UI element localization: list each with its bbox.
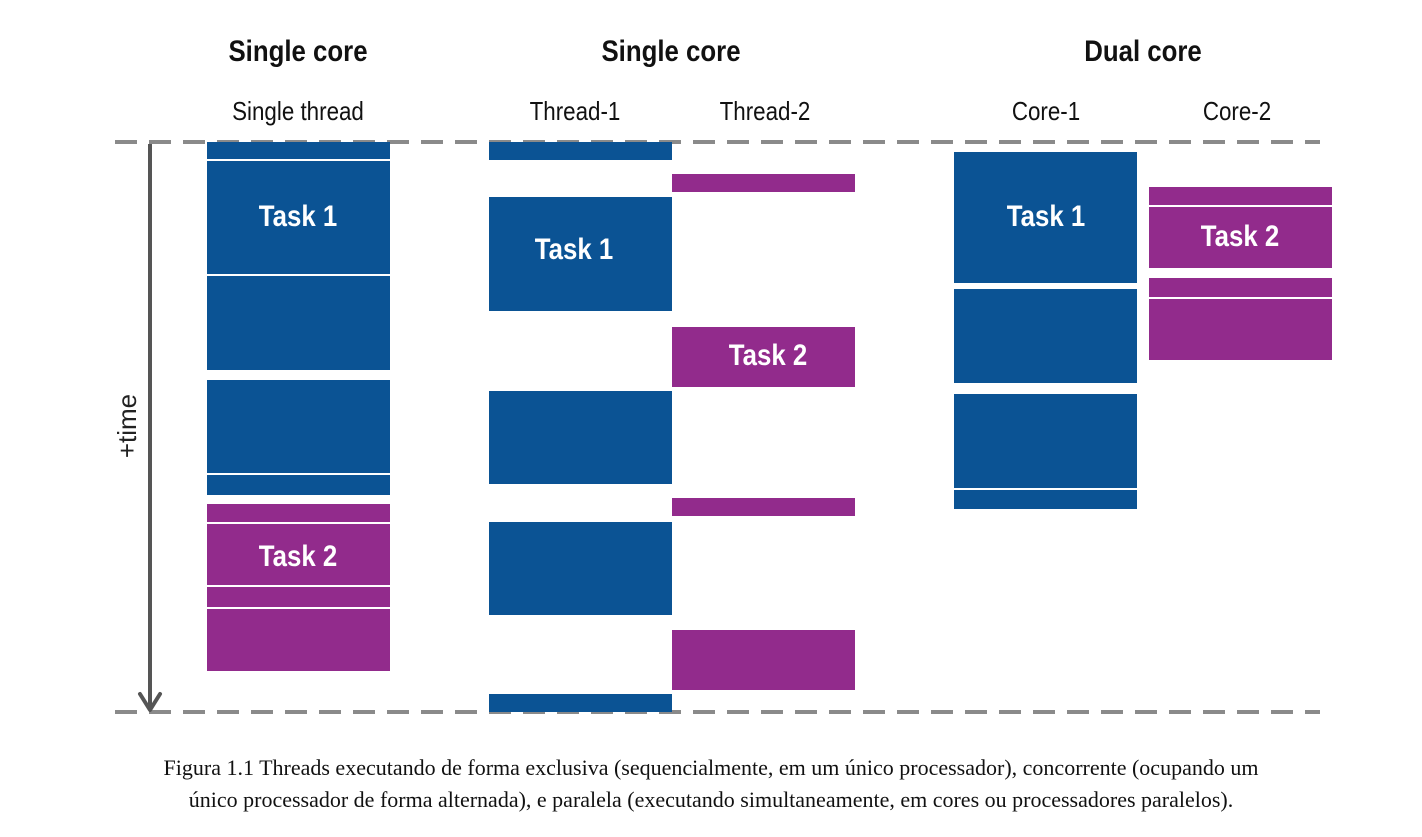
- thread2-task2-slice: [672, 174, 855, 192]
- thread1-task1-label: Task 1: [535, 232, 613, 265]
- column-heading-single-core-2: Single core: [601, 35, 741, 68]
- single-thread-task1-block: [207, 380, 390, 495]
- core1-task1-gap: [954, 385, 1137, 394]
- thread1-task1-slice: [489, 694, 672, 712]
- core1-task1-label: Task 1: [1007, 199, 1085, 232]
- single-thread-task1-slice-divider: [207, 159, 390, 161]
- subheading-single-thread: Single thread: [232, 96, 364, 126]
- caption-line-2: único processador de forma alternada), e…: [188, 787, 1234, 812]
- subheading-core-1: Core-1: [1011, 96, 1081, 126]
- single-thread-task2-block: [207, 504, 390, 671]
- figure-caption: Figura 1.1 Threads executando de forma e…: [0, 752, 1422, 816]
- core2-task2-gap: [1149, 268, 1332, 278]
- caption-line-1: Figura 1.1 Threads executando de forma e…: [163, 755, 1259, 780]
- core1-task1-block: [954, 152, 1137, 509]
- core1-task1-gap: [954, 285, 1137, 289]
- single-thread-task1-label: Task 1: [259, 199, 337, 232]
- thread2-task2-slice: [672, 498, 855, 516]
- thread1-task1-slice: [489, 391, 672, 484]
- single-thread-task2-slice-divider: [207, 522, 390, 524]
- single-thread-task1-slice-divider: [207, 473, 390, 475]
- thread2-task2-label: Task 2: [729, 338, 807, 371]
- thread1-task1-slice: [489, 522, 672, 615]
- diagram-canvas: +time Task 1 Task 2 Task 1 Task 2 Task 1 Task …: [112, 140, 1332, 714]
- thread1-task1-slice: [489, 142, 672, 160]
- core2-task2-label: Task 2: [1201, 219, 1279, 252]
- thread2-task2-slice: [672, 327, 855, 387]
- core1-task1-slice-divider: [954, 383, 1137, 385]
- column-heading-single-core-1: Single core: [228, 35, 368, 68]
- subheading-thread-1: Thread-1: [529, 96, 621, 126]
- core1-task1-slice-divider: [954, 283, 1137, 285]
- thread2-task2-slice: [672, 630, 855, 690]
- single-thread-task2-slice-divider: [207, 607, 390, 609]
- core2-task2-slice-divider: [1149, 205, 1332, 207]
- single-thread-task2-label: Task 2: [259, 539, 337, 572]
- core2-task2-slice-divider: [1149, 297, 1332, 299]
- time-axis-arrowhead: [138, 692, 162, 712]
- single-thread-task2-slice-divider: [207, 585, 390, 587]
- subheading-core-2: Core-2: [1202, 96, 1272, 126]
- time-axis-label: +time: [112, 394, 142, 458]
- core1-task1-slice-divider: [954, 488, 1137, 490]
- subheading-thread-2: Thread-2: [719, 96, 811, 126]
- single-thread-task1-slice-divider: [207, 274, 390, 276]
- single-thread-task1-block: [207, 142, 390, 370]
- thread1-task1-slice: [489, 197, 672, 311]
- column-heading-dual-core: Dual core: [1084, 35, 1202, 68]
- threads-diagram: Single core Single core Dual core Single…: [112, 35, 1332, 714]
